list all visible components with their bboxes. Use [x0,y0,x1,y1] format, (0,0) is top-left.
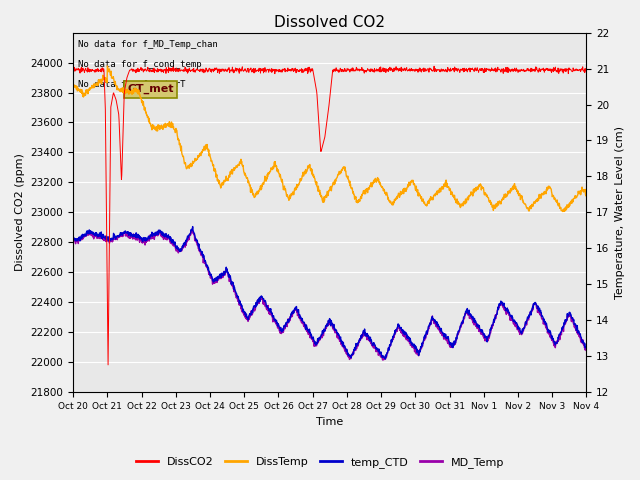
Text: No data for f_waterT: No data for f_waterT [78,79,186,88]
Text: No data for f_MD_Temp_chan: No data for f_MD_Temp_chan [78,40,218,49]
Y-axis label: Temperature, Water Level (cm): Temperature, Water Level (cm) [615,126,625,299]
Text: GT_met: GT_met [127,84,173,94]
X-axis label: Time: Time [316,417,344,427]
Legend: DissCO2, DissTemp, temp_CTD, MD_Temp: DissCO2, DissTemp, temp_CTD, MD_Temp [131,452,509,472]
Y-axis label: Dissolved CO2 (ppm): Dissolved CO2 (ppm) [15,154,25,271]
Title: Dissolved CO2: Dissolved CO2 [275,15,385,30]
Text: No data for f_cond_temp: No data for f_cond_temp [78,60,202,69]
